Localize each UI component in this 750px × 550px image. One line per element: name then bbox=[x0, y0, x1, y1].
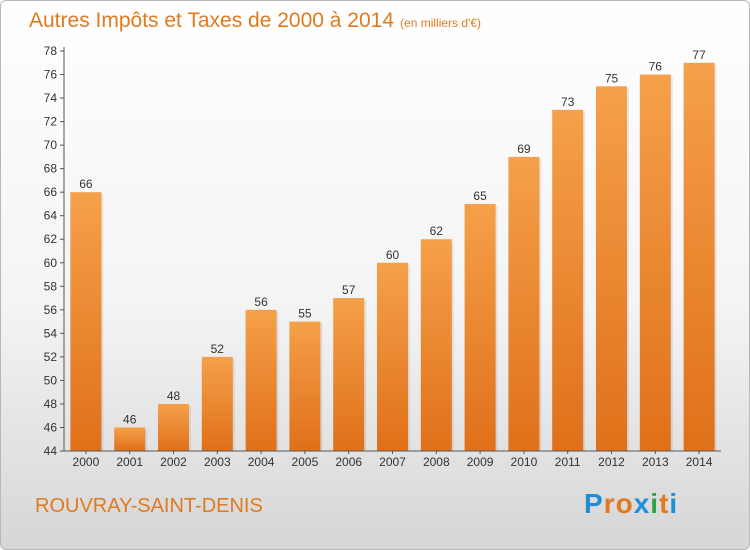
y-tick-62: 62 bbox=[44, 232, 58, 246]
y-tick-72: 72 bbox=[44, 115, 58, 129]
bar-2003 bbox=[201, 356, 233, 451]
chart-title: Autres Impôts et Taxes de 2000 à 2014 (en… bbox=[29, 9, 481, 33]
y-tick-66: 66 bbox=[44, 185, 58, 199]
value-label-2002: 48 bbox=[167, 389, 181, 403]
x-tick-2010: 2010 bbox=[511, 455, 538, 469]
y-tick-54: 54 bbox=[44, 326, 58, 340]
bar-2007 bbox=[377, 262, 408, 451]
chart-subtitle: (en milliers d'€) bbox=[400, 16, 482, 30]
value-label-2011: 73 bbox=[561, 95, 575, 109]
y-tick-78: 78 bbox=[44, 44, 58, 58]
y-tick-44: 44 bbox=[44, 444, 58, 458]
y-tick-70: 70 bbox=[44, 138, 58, 152]
y-tick-52: 52 bbox=[44, 350, 58, 364]
x-tick-2014: 2014 bbox=[686, 455, 713, 469]
chart-title-text: Autres Impôts et Taxes de 2000 à 2014 bbox=[29, 9, 395, 32]
bar-2010 bbox=[508, 156, 540, 451]
logo-letter: x bbox=[633, 488, 651, 519]
value-label-2007: 60 bbox=[386, 248, 400, 262]
bar-2004 bbox=[245, 309, 277, 451]
x-tick-2003: 2003 bbox=[204, 455, 231, 469]
value-label-2008: 62 bbox=[430, 224, 444, 238]
value-label-2013: 76 bbox=[649, 60, 663, 74]
x-tick-2009: 2009 bbox=[467, 455, 494, 469]
bar-2008 bbox=[420, 239, 452, 451]
proxiti-logo[interactable]: Proxiti bbox=[584, 488, 678, 520]
y-tick-74: 74 bbox=[44, 91, 58, 105]
value-label-2003: 52 bbox=[211, 342, 225, 356]
y-tick-60: 60 bbox=[44, 256, 58, 270]
logo-letter: i bbox=[669, 488, 679, 519]
axes-group: 2000 2001 2002 2003 2004 2005 2006 2007 2008 2009… bbox=[44, 44, 721, 469]
x-tick-2000: 2000 bbox=[73, 455, 100, 469]
value-label-2001: 46 bbox=[123, 412, 137, 426]
value-label-2006: 57 bbox=[342, 283, 356, 297]
logo-letter: o bbox=[615, 488, 634, 519]
bar-2001 bbox=[114, 427, 146, 451]
y-tick-56: 56 bbox=[44, 303, 58, 317]
x-tick-2006: 2006 bbox=[335, 455, 362, 469]
value-label-2004: 56 bbox=[254, 295, 268, 309]
y-tick-46: 46 bbox=[44, 420, 58, 434]
bar-2005 bbox=[289, 321, 321, 451]
value-label-2005: 55 bbox=[298, 307, 312, 321]
y-tick-64: 64 bbox=[44, 209, 58, 223]
logo-letter: i bbox=[650, 488, 660, 519]
place-name: ROUVRAY-SAINT-DENIS bbox=[35, 495, 263, 517]
value-label-2012: 75 bbox=[605, 71, 619, 85]
y-tick-68: 68 bbox=[44, 162, 58, 176]
x-tick-2004: 2004 bbox=[248, 455, 275, 469]
value-label-2010: 69 bbox=[517, 142, 531, 156]
value-label-2000: 66 bbox=[79, 177, 93, 191]
bar-2012 bbox=[596, 86, 627, 451]
x-tick-2007: 2007 bbox=[379, 455, 406, 469]
bars-group: 66 46 48 52 56 55 57 60 62 65 69 73 75 76 77 bbox=[70, 48, 717, 452]
x-tick-2002: 2002 bbox=[160, 455, 187, 469]
y-tick-58: 58 bbox=[44, 279, 58, 293]
y-tick-48: 48 bbox=[44, 397, 58, 411]
bar-2002 bbox=[158, 403, 189, 451]
bar-2014 bbox=[683, 62, 715, 451]
x-tick-2011: 2011 bbox=[555, 455, 581, 469]
bar-2009 bbox=[464, 203, 496, 451]
logo-letter: t bbox=[659, 488, 670, 519]
y-tick-76: 76 bbox=[44, 68, 58, 82]
value-label-2009: 65 bbox=[473, 189, 487, 203]
y-tick-50: 50 bbox=[44, 373, 58, 387]
logo-letter: r bbox=[603, 488, 616, 519]
x-tick-2008: 2008 bbox=[423, 455, 450, 469]
logo-letter: P bbox=[584, 488, 604, 519]
x-tick-2012: 2012 bbox=[598, 455, 625, 469]
bar-2006 bbox=[333, 298, 365, 451]
value-label-2014: 77 bbox=[692, 48, 706, 62]
bar-2011 bbox=[552, 109, 584, 451]
bar-2013 bbox=[639, 74, 671, 451]
bar-2000 bbox=[70, 192, 102, 452]
x-tick-2005: 2005 bbox=[292, 455, 319, 469]
x-tick-2013: 2013 bbox=[642, 455, 669, 469]
x-tick-2001: 2001 bbox=[116, 455, 143, 469]
